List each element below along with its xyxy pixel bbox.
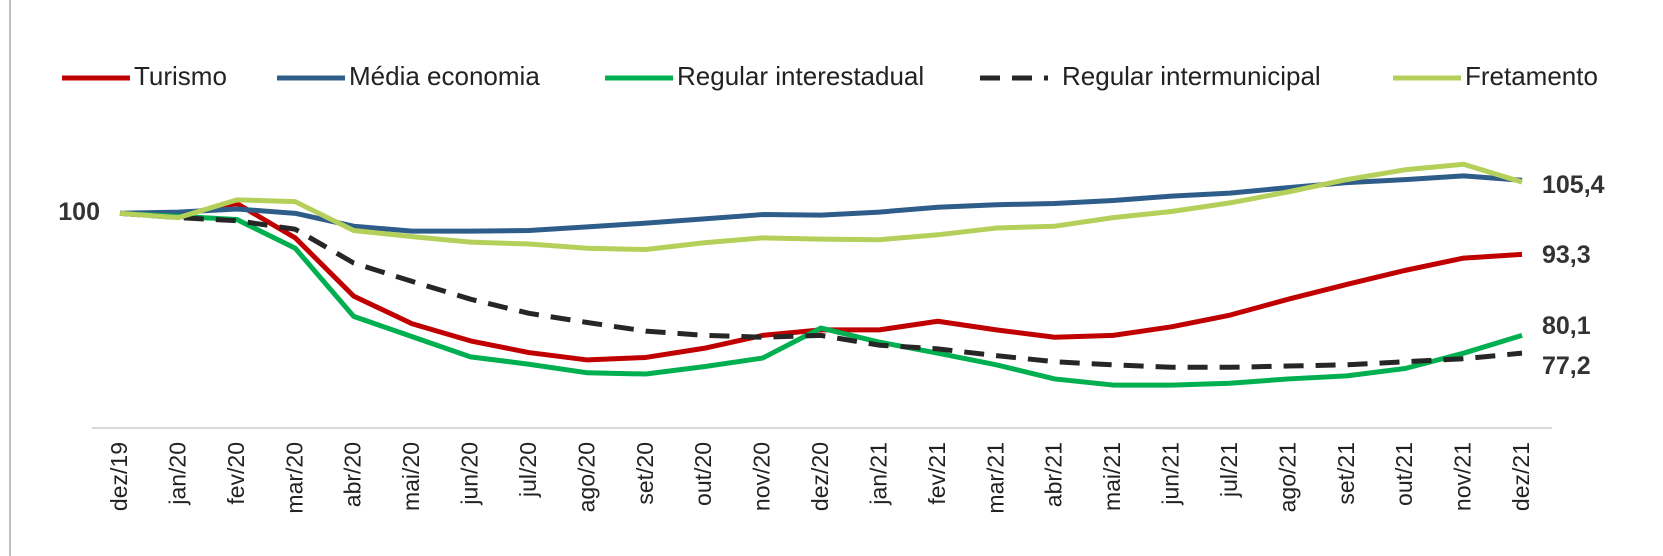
legend-label: Regular interestadual: [677, 61, 924, 91]
legend-label: Fretamento: [1465, 61, 1598, 91]
x-tick-label: fev/21: [924, 442, 950, 505]
x-tick-label: ago/20: [573, 442, 599, 512]
x-tick-label: jul/20: [515, 442, 541, 498]
end-label: 105,4: [1542, 171, 1605, 199]
x-tick-label: mar/20: [281, 442, 307, 514]
x-tick-label: out/20: [690, 442, 716, 506]
x-tick-label: jun/20: [457, 442, 483, 506]
x-tick-label: dez/19: [106, 442, 132, 511]
legend-label: Regular intermunicipal: [1062, 61, 1321, 91]
end-label: 93,3: [1542, 241, 1591, 269]
x-tick-label: jan/21: [865, 442, 891, 506]
legend-label: Turismo: [134, 61, 227, 91]
series-line: [119, 210, 1523, 370]
end-label: 77,2: [1542, 352, 1591, 380]
x-tick-label: mai/20: [398, 442, 424, 511]
x-tick-label: set/20: [632, 442, 658, 505]
x-tick-label: mai/21: [1099, 442, 1125, 511]
x-tick-label: fev/20: [223, 442, 249, 505]
end-label: 80,1: [1542, 312, 1591, 340]
x-tick-label: dez/20: [807, 442, 833, 511]
x-tick-label: mar/21: [982, 442, 1008, 514]
x-tick-label: ago/21: [1274, 442, 1300, 512]
x-tick-label: abr/20: [340, 442, 366, 507]
legend-label: Média economia: [349, 61, 540, 91]
series-line: [119, 210, 1523, 388]
x-tick-label: dez/21: [1508, 442, 1534, 511]
x-tick-label: jan/20: [164, 442, 190, 506]
x-tick-label: nov/20: [749, 442, 775, 511]
x-tick-label: abr/21: [1041, 442, 1067, 507]
series-line: [119, 161, 1523, 253]
x-tick-label: nov/21: [1450, 442, 1476, 511]
x-tick-label: set/21: [1333, 442, 1359, 505]
series-line: [119, 173, 1523, 234]
start-label: 100: [58, 198, 100, 226]
x-tick-label: jun/21: [1158, 442, 1184, 506]
x-tick-label: jul/21: [1216, 442, 1242, 498]
x-tick-label: out/21: [1391, 442, 1417, 506]
